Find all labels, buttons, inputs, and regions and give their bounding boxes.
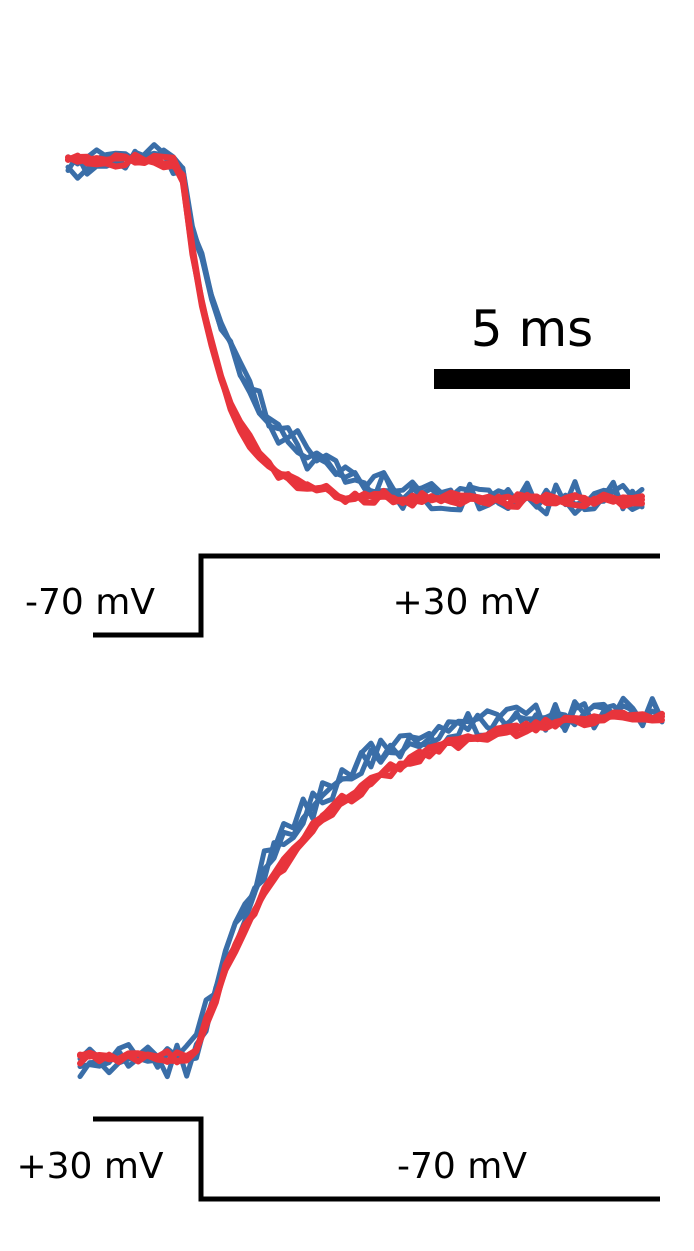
deactivation-blue-trace-3 xyxy=(77,695,665,1080)
deactivation-test-label: -70 mV xyxy=(397,1146,527,1187)
scale-bar xyxy=(434,369,630,389)
activation-voltage-protocol xyxy=(93,553,660,638)
activation-blue-trace-3 xyxy=(65,142,645,517)
deactivation-red-trace-3 xyxy=(77,710,665,1067)
activation-red-trace-3 xyxy=(65,151,645,510)
deactivation-traces xyxy=(77,695,665,1080)
activation-test-label: +30 mV xyxy=(392,582,539,623)
scale-bar-label: 5 ms xyxy=(471,300,593,358)
deactivation-voltage-protocol xyxy=(93,1116,660,1202)
activation-traces xyxy=(65,142,645,517)
deactivation-holding-label: +30 mV xyxy=(16,1146,163,1187)
activation-holding-label: -70 mV xyxy=(25,582,155,623)
activation-red-trace-2 xyxy=(65,152,645,509)
